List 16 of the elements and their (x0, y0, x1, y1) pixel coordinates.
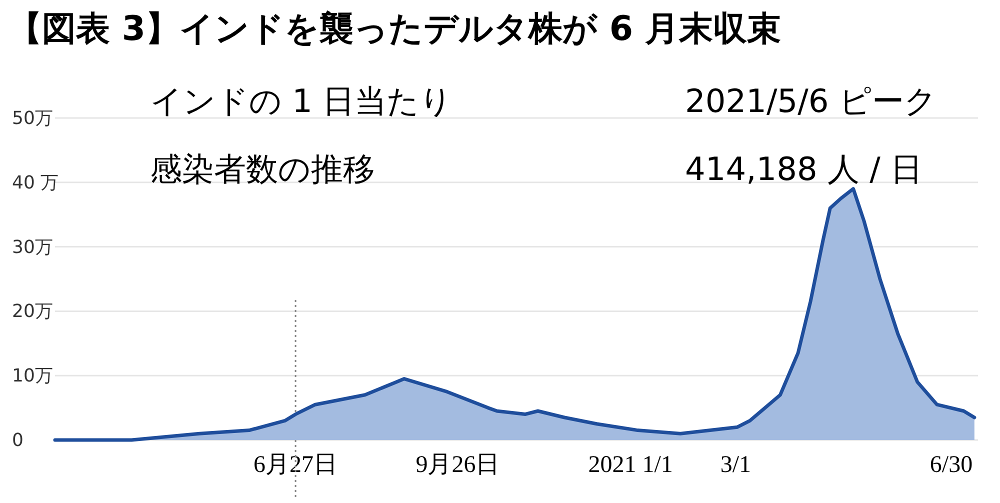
annotation: 414,188 人 / 日 (685, 150, 923, 188)
annotation: インドの 1 日当たり (150, 82, 453, 120)
y-tick-label: 50万 (12, 108, 53, 129)
x-tick-label: 2021 1/1 (588, 452, 673, 478)
y-tick-label: 40 万 (12, 172, 59, 194)
chart-title: 【図表 3】インドを襲ったデルタ株が 6 月末収束 (8, 9, 781, 49)
x-tick-label: 9月26日 (416, 452, 500, 478)
x-tick-label: 6/30 (930, 452, 973, 478)
x-tick-label: 3/1 (720, 452, 752, 478)
y-tick-label: 30万 (12, 236, 53, 258)
y-tick-label: 10万 (12, 366, 53, 387)
x-tick-label: 6月27日 (254, 452, 338, 478)
annotation: 感染者数の推移 (150, 150, 375, 188)
y-tick-label: 0 (12, 430, 24, 451)
y-tick-label: 20万 (12, 301, 53, 322)
annotation: 2021/5/6 ピーク (685, 82, 937, 120)
